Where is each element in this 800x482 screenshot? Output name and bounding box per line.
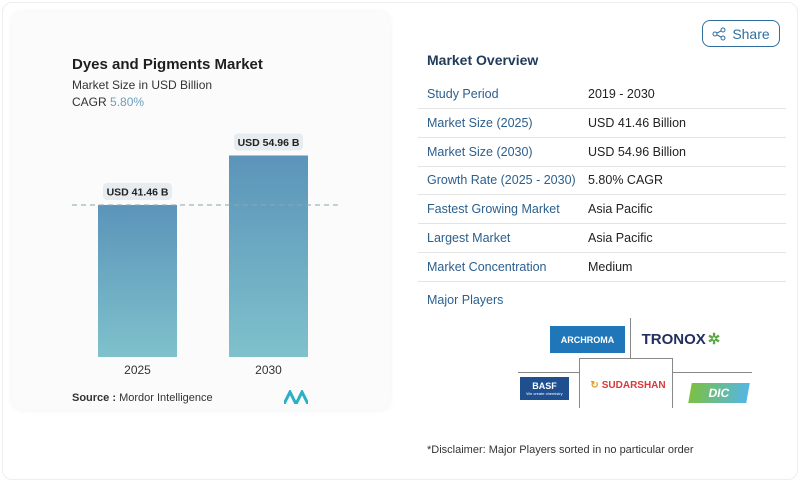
- overview-row: Market Size (2025) USD 41.46 Billion: [418, 109, 786, 138]
- share-label: Share: [732, 25, 770, 42]
- basf-tagline: We create chemistry: [526, 391, 563, 396]
- row-value: Medium: [588, 259, 633, 274]
- chart-subtitle: Market Size in USD Billion: [72, 78, 213, 92]
- row-value: USD 41.46 Billion: [588, 115, 686, 130]
- row-key: Fastest Growing Market: [427, 202, 560, 217]
- sudarshan-frame: [579, 358, 673, 408]
- overview-row: Growth Rate (2025 - 2030) 5.80% CAGR: [418, 166, 786, 196]
- share-button[interactable]: Share: [702, 20, 780, 47]
- row-key: Market Size (2030): [427, 144, 533, 159]
- divider: [630, 318, 631, 358]
- bar-2030: [229, 155, 308, 357]
- tronox-text: TRONOX: [641, 330, 706, 348]
- overview-row: Market Concentration Medium: [418, 253, 786, 282]
- cagr: CAGR 5.80%: [72, 95, 144, 109]
- row-key: Growth Rate (2025 - 2030): [427, 173, 576, 188]
- cagr-value: 5.80%: [110, 95, 145, 109]
- basf-logo: BASF We create chemistry: [520, 377, 569, 400]
- row-value: Asia Pacific: [588, 202, 653, 217]
- row-value: USD 54.96 Billion: [588, 144, 686, 159]
- chart-card: [12, 12, 390, 410]
- bar-2025: [98, 204, 177, 357]
- row-value: Asia Pacific: [588, 231, 653, 245]
- row-key: Market Concentration: [427, 259, 547, 274]
- data-label: USD 41.46 B: [107, 186, 169, 198]
- archroma-logo: ARCHROMA: [550, 326, 625, 353]
- overview-row: Market Size (2030) USD 54.96 Billion: [418, 138, 786, 167]
- x-tick-label: 2030: [255, 363, 282, 377]
- share-icon: [712, 27, 726, 40]
- row-key: Largest Market: [427, 231, 511, 245]
- sudarshan-mark-icon: ↻: [590, 379, 599, 391]
- overview-row: Fastest Growing Market Asia Pacific: [418, 195, 786, 225]
- source-label: Source :: [72, 392, 117, 404]
- basf-text: BASF: [532, 381, 557, 391]
- overview-row: Largest Market Asia Pacific: [418, 224, 786, 253]
- tronox-mark-icon: ✲: [707, 331, 721, 348]
- sudarshan-text: SUDARSHAN: [601, 379, 666, 391]
- mordor-logo-icon: [284, 390, 308, 404]
- row-key: Study Period: [427, 87, 499, 101]
- row-value: 2019 - 2030: [588, 87, 655, 101]
- row-value: 5.80% CAGR: [588, 173, 664, 188]
- sudarshan-logo: ↻ SUDARSHAN: [588, 376, 668, 394]
- major-players-label: Major Players: [427, 293, 504, 307]
- cagr-label: CAGR: [72, 95, 107, 109]
- overview-title: Market Overview: [427, 52, 539, 68]
- disclaimer: *Disclaimer: Major Players sorted in no …: [427, 444, 694, 456]
- source-value: Mordor Intelligence: [119, 392, 213, 404]
- overview-row: Study Period 2019 - 2030: [418, 80, 786, 109]
- row-key: Market Size (2025): [427, 115, 533, 130]
- tronox-logo: TRONOX ✲: [636, 328, 726, 350]
- x-tick-label: 2025: [124, 363, 151, 377]
- bar-chart: USD 41.46 B 2025 USD 54.96 B 2030: [72, 133, 338, 377]
- source: Source : Mordor Intelligence: [72, 392, 213, 404]
- data-label-bg: [103, 182, 172, 200]
- dic-logo: DIC: [688, 383, 750, 403]
- chart-title: Dyes and Pigments Market: [72, 56, 263, 73]
- data-label-bg: [234, 133, 303, 151]
- data-label: USD 54.96 B: [238, 137, 300, 149]
